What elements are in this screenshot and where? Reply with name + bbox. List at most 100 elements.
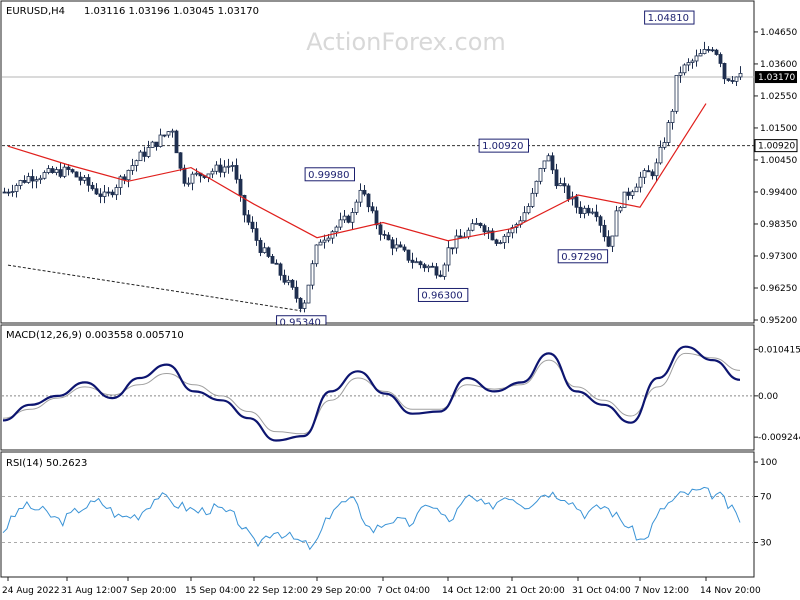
- candle-body: [98, 193, 103, 197]
- candle-body: [250, 221, 255, 230]
- candle-body: [246, 214, 251, 223]
- candle-body: [678, 72, 683, 76]
- price-annotations: 1.04810 1.00920 0.99980 0.96300 0.95340 0.972…: [276, 10, 695, 330]
- candle-body: [546, 155, 551, 162]
- candle-body: [182, 167, 187, 184]
- candle-body: [686, 62, 691, 66]
- candle-body: [618, 207, 623, 212]
- candle-body: [650, 171, 655, 177]
- candle-body: [278, 263, 283, 276]
- price-annotation-box: [478, 138, 530, 153]
- price-annotation-label: 1.00920: [482, 141, 523, 152]
- candle-body: [638, 176, 643, 188]
- candle-body: [562, 183, 567, 187]
- time-tick-label: 7 Sep 20:00: [122, 586, 177, 596]
- candle-body: [154, 141, 159, 147]
- price-annotation-label: 0.95340: [280, 318, 321, 329]
- candle-body: [426, 265, 431, 269]
- candle-body: [54, 169, 59, 174]
- candle-body: [122, 176, 127, 181]
- time-tick-label: 7 Oct 04:00: [377, 586, 430, 596]
- candle-body: [274, 262, 279, 265]
- candle-body: [438, 274, 443, 277]
- price-tick-label: 1.02550: [760, 92, 797, 102]
- candle-body: [726, 78, 731, 81]
- candle-body: [358, 189, 363, 203]
- candle-body: [310, 263, 315, 286]
- candle-body: [266, 247, 271, 257]
- candle-body: [50, 168, 55, 174]
- candle-body: [454, 235, 459, 249]
- candle-body: [662, 142, 667, 148]
- candle-body: [82, 177, 87, 181]
- candle-body: [62, 166, 67, 177]
- candle-body: [422, 264, 427, 269]
- candle-body: [342, 215, 347, 221]
- candle-body: [670, 110, 675, 123]
- candle-body: [354, 201, 359, 213]
- price-annotation-label: 0.97290: [561, 252, 602, 263]
- macd-tick-label: 0.00: [758, 392, 778, 402]
- candle-body: [174, 130, 179, 154]
- candle-body: [542, 160, 547, 169]
- candle-body: [78, 176, 83, 181]
- time-tick-label: 21 Oct 20:00: [506, 586, 565, 596]
- time-tick-label: 22 Sep 12:00: [248, 586, 308, 596]
- candle-body: [94, 188, 99, 195]
- candle-body: [714, 49, 719, 55]
- candle-body: [230, 165, 235, 167]
- candle-body: [286, 279, 291, 283]
- candle-body: [22, 180, 27, 183]
- resistance-badge-label: 1.00920: [758, 142, 795, 152]
- candle-body: [470, 223, 475, 231]
- candle-body: [694, 55, 699, 62]
- candle-body: [150, 141, 155, 148]
- price-annotation-box: [557, 249, 609, 264]
- candle-body: [410, 259, 415, 263]
- candle-body: [414, 261, 419, 264]
- candle-body: [38, 177, 43, 181]
- candle-body: [458, 235, 463, 238]
- candle-body: [486, 230, 491, 233]
- candle-body: [346, 215, 351, 223]
- candle-body: [390, 239, 395, 249]
- candle-body: [434, 266, 439, 276]
- candle-body: [350, 212, 355, 223]
- candle-body: [698, 53, 703, 57]
- time-tick-label: 7 Nov 12:00: [634, 586, 689, 596]
- candle-body: [166, 131, 171, 136]
- candle-body: [2, 191, 7, 194]
- candle-body: [314, 244, 319, 265]
- candle-body: [258, 240, 263, 253]
- candle-body: [30, 176, 35, 182]
- candle-body: [654, 162, 659, 177]
- candle-body: [730, 80, 735, 82]
- candle-body: [242, 194, 247, 216]
- price-annotation-label: 0.96300: [421, 290, 462, 301]
- candle-body: [66, 166, 71, 170]
- candle-body: [406, 249, 411, 261]
- candle-body: [622, 191, 627, 208]
- candle-body: [710, 49, 715, 52]
- candle-body: [194, 172, 199, 175]
- candle-body: [398, 244, 403, 248]
- candle-body: [74, 171, 79, 178]
- candle-body: [90, 184, 95, 190]
- candle-body: [722, 63, 727, 80]
- candle-body: [298, 297, 303, 309]
- price-annotation-box: [417, 287, 469, 302]
- macd-axis: 0.010415 0.00 -0.009244: [754, 345, 800, 443]
- candle-body: [110, 191, 115, 196]
- moving-average-line: [7, 103, 707, 242]
- candle-body: [450, 247, 455, 250]
- candle-body: [658, 146, 663, 164]
- candle-body: [234, 165, 239, 180]
- candle-body: [270, 256, 275, 264]
- watermark: ActionForex.com: [306, 28, 506, 56]
- candle-body: [554, 169, 559, 187]
- candle-body: [674, 74, 679, 112]
- candle-body: [170, 130, 175, 133]
- candle-body: [538, 168, 543, 182]
- candle-body: [626, 191, 631, 196]
- candle-body: [58, 169, 63, 177]
